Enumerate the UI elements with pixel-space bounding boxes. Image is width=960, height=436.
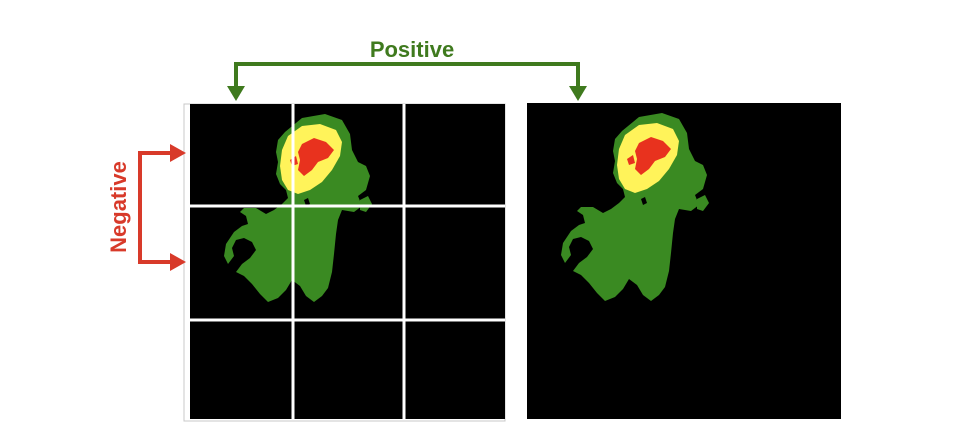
positive-arrowhead-left — [227, 86, 245, 101]
whole-patch — [527, 103, 841, 419]
negative-label: Negative — [106, 161, 131, 253]
negative-arrow — [138, 151, 172, 264]
gridded-patch — [183, 103, 506, 422]
negative-arrowhead-bottom — [170, 253, 186, 271]
positive-arrow — [234, 62, 580, 88]
grid-lines — [190, 104, 505, 419]
negative-arrowhead-top — [170, 144, 186, 162]
positive-label: Positive — [370, 37, 454, 62]
positive-arrowhead-right — [569, 86, 587, 101]
